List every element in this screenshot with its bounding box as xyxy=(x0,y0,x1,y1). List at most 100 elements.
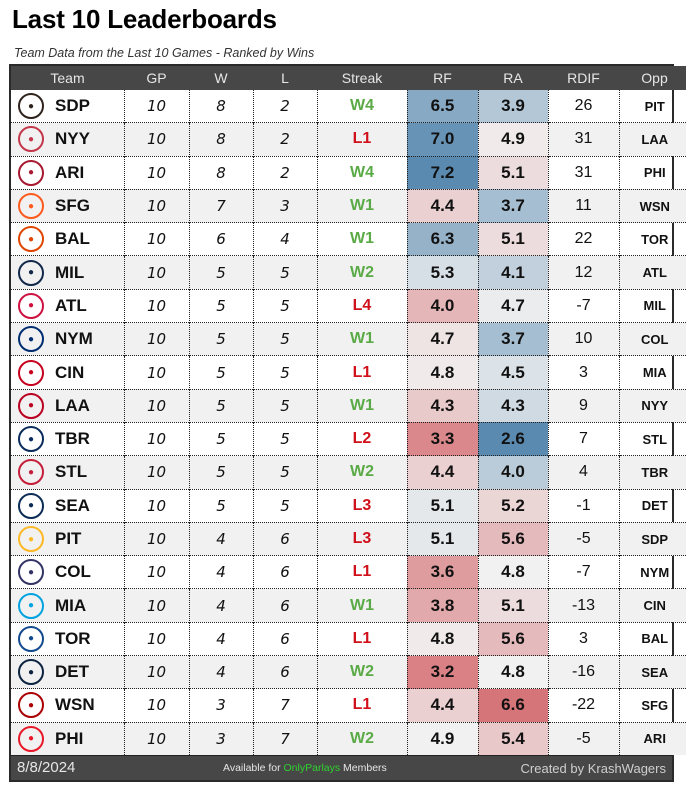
runs-against: 4.8 xyxy=(477,555,548,589)
column-header-rdif[interactable]: RDIF xyxy=(548,66,619,90)
streak: W1 xyxy=(316,388,407,423)
run-differential: -5 xyxy=(547,721,619,755)
runs-for: 4.4 xyxy=(406,688,478,723)
games-played: 10 xyxy=(123,621,189,656)
diamondbacks-a-icon: ● xyxy=(18,159,44,186)
wins: 4 xyxy=(188,555,253,589)
mets-icon: ● xyxy=(18,326,44,353)
wins: 8 xyxy=(188,155,253,190)
team-cell: ● TBR xyxy=(11,421,124,456)
column-header-rf[interactable]: RF xyxy=(407,66,478,90)
table-row[interactable]: ● BAL 10 6 4 W1 6.3 5.1 22 TOR xyxy=(11,222,686,256)
braves-icon: ● xyxy=(18,292,44,319)
table-row[interactable]: ● LAA 10 5 5 W1 4.3 4.3 9 NYY xyxy=(11,388,686,423)
column-header-l[interactable]: L xyxy=(253,66,317,90)
table-row[interactable]: ● ARI 10 8 2 W4 7.2 5.1 31 PHI xyxy=(11,155,686,190)
runs-for: 7.2 xyxy=(406,155,478,190)
run-differential: 4 xyxy=(547,455,619,490)
team-abbr: STL xyxy=(55,462,88,482)
runs-for: 4.4 xyxy=(406,455,478,490)
team-abbr: TBR xyxy=(55,429,90,449)
team-cell: ● PIT xyxy=(11,521,124,556)
leaderboard-table: Team GP W L Streak RF RA RDIF Opp ● SDP 10… xyxy=(9,64,686,782)
opponent: NYY xyxy=(618,388,686,423)
table-row[interactable]: ● TBR 10 5 5 L2 3.3 2.6 7 STL xyxy=(11,421,686,456)
team-cell: ● COL xyxy=(11,555,124,589)
table-row[interactable]: ● TOR 10 4 6 L1 4.8 5.6 3 BAL xyxy=(11,621,686,656)
team-abbr: NYM xyxy=(55,329,93,349)
runs-against: 5.1 xyxy=(477,588,548,623)
runs-for: 4.8 xyxy=(406,355,478,390)
table-row[interactable]: ● STL 10 5 5 W2 4.4 4.0 4 TBR xyxy=(11,455,686,490)
games-played: 10 xyxy=(123,255,189,290)
giants-icon: ● xyxy=(18,193,44,220)
team-abbr: SDP xyxy=(55,96,90,116)
streak: W4 xyxy=(316,90,407,123)
team-cell: ● LAA xyxy=(11,388,124,423)
opponent: PHI xyxy=(618,155,686,190)
team-abbr: CIN xyxy=(55,362,85,382)
table-row[interactable]: ● MIA 10 4 6 W1 3.8 5.1 -13 CIN xyxy=(11,588,686,623)
pirates-p-icon: ● xyxy=(18,526,44,552)
table-row[interactable]: ● DET 10 4 6 W2 3.2 4.8 -16 SEA xyxy=(11,655,686,689)
wins: 5 xyxy=(188,288,253,323)
header-row: Team GP W L Streak RF RA RDIF Opp xyxy=(11,66,686,90)
opponent: SFG xyxy=(618,688,686,723)
table-row[interactable]: ● SFG 10 7 3 W1 4.4 3.7 11 WSN xyxy=(11,188,686,223)
games-played: 10 xyxy=(123,488,189,523)
games-played: 10 xyxy=(123,188,189,223)
streak: L4 xyxy=(316,288,407,323)
availability-suffix: Members xyxy=(340,761,387,774)
table-row[interactable]: ● ATL 10 5 5 L4 4.0 4.7 -7 MIL xyxy=(11,288,686,323)
opponent: ATL xyxy=(618,255,686,290)
cardinals-icon: ● xyxy=(18,459,44,486)
nationals-icon: ● xyxy=(18,692,44,719)
runs-against: 5.1 xyxy=(477,155,548,190)
column-header-streak[interactable]: Streak xyxy=(317,66,407,90)
table-row[interactable]: ● COL 10 4 6 L1 3.6 4.8 -7 NYM xyxy=(11,555,686,589)
brand-link[interactable]: OnlyParlays xyxy=(283,761,341,774)
losses: 7 xyxy=(252,721,317,755)
column-header-team[interactable]: Team xyxy=(11,66,124,90)
team-cell: ● SEA xyxy=(11,488,124,523)
table-row[interactable]: ● PHI 10 3 7 W2 4.9 5.4 -5 ARI xyxy=(11,721,686,755)
team-abbr: PHI xyxy=(55,728,84,748)
team-cell: ● MIA xyxy=(11,588,124,623)
table-row[interactable]: ● WSN 10 3 7 L1 4.4 6.6 -22 SFG xyxy=(11,688,686,723)
table-row[interactable]: ● NYM 10 5 5 W1 4.7 3.7 10 COL xyxy=(11,322,686,356)
streak: L1 xyxy=(316,688,407,723)
run-differential: 31 xyxy=(547,122,619,157)
streak: W2 xyxy=(316,455,407,490)
mariners-icon: ● xyxy=(18,492,44,519)
wins: 8 xyxy=(188,122,253,157)
streak: W1 xyxy=(316,222,407,256)
runs-for: 4.7 xyxy=(406,322,478,356)
team-abbr: WSN xyxy=(55,695,95,715)
run-differential: -16 xyxy=(547,655,619,689)
column-header-gp[interactable]: GP xyxy=(124,66,189,90)
losses: 5 xyxy=(252,355,317,390)
table-row[interactable]: ● PIT 10 4 6 L3 5.1 5.6 -5 SDP xyxy=(11,521,686,556)
column-header-opp[interactable]: Opp xyxy=(619,66,686,90)
opponent: CIN xyxy=(618,588,686,623)
team-cell: ● NYY xyxy=(11,122,124,157)
run-differential: -22 xyxy=(547,688,619,723)
availability-prefix: Available for xyxy=(223,761,284,774)
team-cell: ● DET xyxy=(11,655,124,689)
team-cell: ● BAL xyxy=(11,222,124,256)
streak: W1 xyxy=(316,188,407,223)
games-played: 10 xyxy=(123,155,189,190)
tigers-d-icon: ● xyxy=(18,659,44,686)
column-header-ra[interactable]: RA xyxy=(478,66,548,90)
runs-for: 4.8 xyxy=(406,621,478,656)
games-played: 10 xyxy=(123,355,189,390)
run-differential: 31 xyxy=(547,155,619,190)
table-row[interactable]: ● SEA 10 5 5 L3 5.1 5.2 -1 DET xyxy=(11,488,686,523)
column-header-w[interactable]: W xyxy=(189,66,253,90)
team-cell: ● PHI xyxy=(11,721,124,755)
table-row[interactable]: ● CIN 10 5 5 L1 4.8 4.5 3 MIA xyxy=(11,355,686,390)
table-row[interactable]: ● MIL 10 5 5 W2 5.3 4.1 12 ATL xyxy=(11,255,686,290)
opponent: BAL xyxy=(618,621,686,656)
table-row[interactable]: ● SDP 10 8 2 W4 6.5 3.9 26 PIT xyxy=(11,90,686,123)
table-row[interactable]: ● NYY 10 8 2 L1 7.0 4.9 31 LAA xyxy=(11,122,686,157)
